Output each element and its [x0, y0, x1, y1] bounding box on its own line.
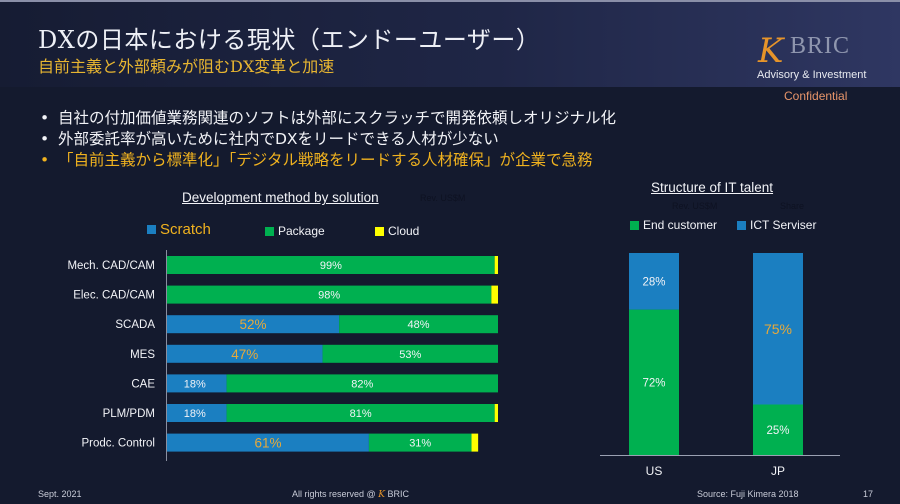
bar-scratch-cae	[167, 374, 227, 393]
bullet-dot-icon: •	[40, 130, 50, 148]
header-band: DXの日本における現状（エンドーユーザー） 自前主義と外部頼みが阻むDX変革と加…	[0, 0, 900, 87]
bar-end-customer-jp	[753, 404, 803, 455]
bar-package-plm-pdm	[226, 404, 495, 422]
bar-package-elec-cad-cam	[167, 285, 492, 304]
bar-cloud-plm-pdm	[494, 404, 498, 422]
package-swatch-icon	[265, 226, 274, 236]
data-label-scratch-scada: 52%	[240, 317, 267, 332]
cloud-swatch-icon	[375, 226, 384, 236]
ict-serviser-swatch-icon	[737, 220, 746, 230]
footer-rights: All rights reserved @ K BRIC	[292, 489, 409, 500]
legend-item-ict-serviser: ICT Serviser	[737, 218, 816, 232]
legend-item-end-customer: End customer	[630, 218, 717, 232]
category-label-prodc-control: Prodc. Control	[81, 438, 155, 450]
data-label-package-cae: 82%	[351, 378, 373, 390]
left-chart-title: Development method by solution	[182, 190, 379, 205]
bar-scratch-prodc-control	[167, 433, 369, 452]
data-label-package-scada: 48%	[408, 319, 430, 331]
bar-ict-serviser-jp	[753, 253, 803, 405]
bar-cloud-elec-cad-cam	[491, 285, 498, 304]
data-label-scratch-mes: 47%	[231, 347, 258, 362]
page-title: DXの日本における現状（エンドーユーザー）	[38, 26, 541, 54]
bar-scratch-scada	[167, 315, 340, 334]
bar-package-mes	[322, 344, 498, 363]
data-label-package-plm-pdm: 81%	[350, 408, 372, 420]
bar-ict-serviser-us	[629, 253, 679, 310]
ghost-rev-label: Rev. US$M	[420, 193, 466, 203]
logo-name: BRIC	[790, 33, 851, 59]
category-label-mes: MES	[130, 349, 155, 361]
data-label-scratch-prodc-control: 61%	[254, 436, 281, 451]
data-label-end-customer-jp: 25%	[766, 425, 789, 437]
bullet-text: 「自前主義から標準化」「デジタル戦略をリードする人材確保」が企業で急務	[58, 151, 593, 169]
ghost-rev-label-2: Rev. US$M	[672, 201, 718, 211]
category-label-plm-pdm: PLM/PDM	[103, 408, 155, 420]
bar-package-prodc-control	[368, 433, 472, 452]
legend-item-package: Package	[265, 224, 325, 238]
data-label-ict-serviser-jp: 75%	[764, 321, 792, 337]
bullet-dot-icon: •	[40, 109, 50, 127]
data-label-package-prodc-control: 31%	[409, 438, 431, 450]
data-label-end-customer-us: 72%	[642, 377, 665, 389]
logo-k-mark-icon: K	[758, 31, 784, 71]
data-label-package-mes: 53%	[399, 349, 421, 361]
data-label-ict-serviser-us: 28%	[642, 276, 665, 288]
bar-end-customer-us	[629, 309, 679, 455]
category-label-jp: JP	[771, 464, 785, 478]
scratch-swatch-icon	[147, 225, 156, 234]
bar-scratch-plm-pdm	[167, 404, 227, 422]
bullet-text: 外部委託率が高いために社内でDXをリードできる人材が少ない	[58, 130, 499, 148]
bar-cloud-prodc-control	[471, 433, 479, 452]
bullet-item: • 外部委託率が高いために社内でDXをリードできる人材が少ない	[40, 129, 616, 150]
bullet-dot-icon: •	[40, 151, 50, 169]
legend-item-scratch: Scratch	[147, 221, 211, 238]
ghost-share-label: Share	[780, 201, 805, 211]
data-label-package-mech-cad-cam: 99%	[320, 260, 342, 272]
bullet-text: 自社の付加価値業務関連のソフトは外部にスクラッチで開発依頼しオリジナル化	[58, 109, 617, 127]
footer-source: Source: Fuji Kimera 2018	[697, 489, 799, 499]
data-label-scratch-cae: 18%	[184, 378, 206, 390]
category-label-mech-cad-cam: Mech. CAD/CAM	[67, 260, 155, 272]
category-label-us: US	[646, 464, 663, 478]
bullet-item: • 自社の付加価値業務関連のソフトは外部にスクラッチで開発依頼しオリジナル化	[40, 108, 616, 129]
logo-tagline: Advisory & Investment	[757, 69, 867, 81]
bar-package-cae	[226, 374, 498, 393]
category-label-scada: SCADA	[115, 319, 155, 331]
category-label-cae: CAE	[131, 378, 155, 390]
bar-package-scada	[339, 315, 498, 334]
bullet-list: • 自社の付加価値業務関連のソフトは外部にスクラッチで開発依頼しオリジナル化 • 外…	[40, 108, 616, 171]
page-subtitle: 自前主義と外部頼みが阻むDX変革と加速	[38, 57, 335, 76]
right-chart-title: Structure of IT talent	[651, 180, 774, 195]
legend-item-cloud: Cloud	[375, 224, 419, 238]
bar-package-mech-cad-cam	[167, 256, 495, 274]
bullet-item-highlight: • 「自前主義から標準化」「デジタル戦略をリードする人材確保」が企業で急務	[40, 150, 616, 171]
bar-scratch-mes	[167, 344, 323, 363]
footer-date: Sept. 2021	[38, 489, 82, 499]
end-customer-swatch-icon	[630, 220, 639, 230]
data-label-scratch-plm-pdm: 18%	[184, 408, 206, 420]
category-label-elec-cad-cam: Elec. CAD/CAM	[73, 290, 155, 302]
bar-cloud-mech-cad-cam	[494, 256, 498, 274]
footer-k-mark-icon: K	[378, 490, 385, 500]
page-number: 17	[863, 489, 874, 499]
confidential-label: Confidential	[784, 89, 848, 103]
data-label-package-elec-cad-cam: 98%	[318, 290, 340, 302]
